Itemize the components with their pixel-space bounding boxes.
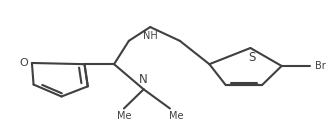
Text: NH: NH [143,31,158,41]
Text: N: N [139,73,148,86]
Text: O: O [19,58,28,68]
Text: S: S [248,51,256,64]
Text: Br: Br [314,61,325,71]
Text: Me: Me [117,111,131,122]
Text: Me: Me [169,111,184,122]
